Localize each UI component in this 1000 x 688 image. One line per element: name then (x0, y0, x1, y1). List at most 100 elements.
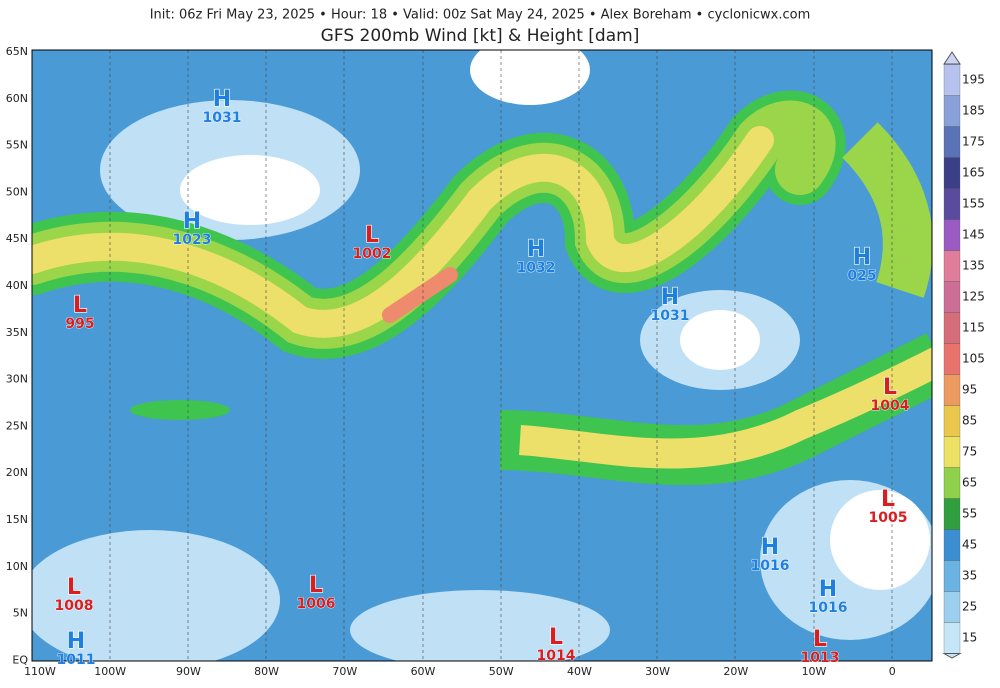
center-value: 1023 (173, 232, 212, 248)
colorbar-label: 95 (962, 383, 977, 397)
lon-label: 0 (889, 665, 896, 678)
header-subtitle: Init: 06z Fri May 23, 2025 • Hour: 18 • … (150, 8, 811, 23)
colorbar-label: 15 (962, 631, 977, 645)
colorbar-cell (943, 157, 961, 189)
center-value: 1032 (517, 260, 556, 276)
lon-label: 40W (567, 665, 592, 678)
lon-label: 110W (24, 665, 56, 678)
colorbar-label: 115 (962, 321, 985, 335)
center-value: 1031 (651, 308, 690, 324)
lat-label: 5N (13, 607, 28, 620)
colorbar-label: 105 (962, 352, 985, 366)
colorbar-cell (943, 219, 961, 251)
lat-label: 10N (6, 560, 28, 573)
center-value: 1014 (537, 648, 576, 664)
map-frame (31, 49, 933, 662)
center-letter: H (213, 87, 231, 112)
colorbar-cap (942, 653, 962, 659)
lat-label: 40N (6, 279, 28, 292)
lon-label: 30W (645, 665, 670, 678)
lat-label: 35N (6, 326, 28, 339)
lon-label: 100W (94, 665, 126, 678)
center-value: 1004 (871, 398, 910, 414)
colorbar-cell (943, 498, 961, 530)
colorbar-cell (943, 64, 961, 96)
colorbar-label: 25 (962, 600, 977, 614)
center-letter: L (813, 627, 827, 652)
lat-label: 20N (6, 466, 28, 479)
center-value: 995 (65, 316, 94, 332)
lon-label: 80W (254, 665, 279, 678)
colorbar-label: 165 (962, 166, 985, 180)
center-letter: L (365, 223, 379, 248)
lat-label: 65N (6, 45, 28, 58)
center-letter: H (819, 577, 837, 602)
colorbar-cell (943, 188, 961, 220)
center-value: 1006 (297, 596, 336, 612)
lat-label: 25N (6, 419, 28, 432)
colorbar-label: 135 (962, 259, 985, 273)
center-value: 1002 (353, 246, 392, 262)
center-value: 1013 (801, 650, 840, 666)
lat-label: 15N (6, 513, 28, 526)
colorbar-label: 125 (962, 290, 985, 304)
center-letter: H (761, 535, 779, 560)
colorbar-cell (943, 436, 961, 468)
colorbar-cell (943, 560, 961, 592)
colorbar-cap (943, 51, 961, 65)
colorbar-label: 65 (962, 476, 977, 490)
center-value: 1005 (869, 510, 908, 526)
colorbar-cell (943, 126, 961, 158)
lat-label: 55N (6, 139, 28, 152)
center-value: 1008 (55, 598, 94, 614)
lon-label: 10W (802, 665, 827, 678)
colorbar-cell (943, 405, 961, 437)
colorbar-cell (943, 95, 961, 127)
colorbar-cell (943, 343, 961, 375)
center-letter: L (67, 575, 81, 600)
center-value: 025 (847, 268, 876, 284)
lon-label: 70W (332, 665, 357, 678)
lon-label: 90W (176, 665, 201, 678)
colorbar-label: 45 (962, 538, 977, 552)
map-field (32, 50, 932, 661)
center-value: 1016 (809, 600, 848, 616)
center-letter: L (549, 625, 563, 650)
lat-label: 50N (6, 185, 28, 198)
lon-label: 50W (489, 665, 514, 678)
center-letter: L (883, 375, 897, 400)
center-letter: H (183, 209, 201, 234)
colorbar-label: 195 (962, 73, 985, 87)
center-value: 1016 (751, 558, 790, 574)
colorbar-label: 85 (962, 414, 977, 428)
center-value: 1031 (203, 110, 242, 126)
center-letter: H (661, 285, 679, 310)
colorbar: 15 25 35 45 55 65 75 85 95 105 115 125 135 145 155 165 1… (942, 51, 985, 659)
colorbar-label: 155 (962, 197, 985, 211)
colorbar-label: 175 (962, 135, 985, 149)
colorbar-cell (943, 529, 961, 561)
colorbar-label: 35 (962, 569, 977, 583)
lat-label: 60N (6, 92, 28, 105)
lon-label: 60W (411, 665, 436, 678)
center-letter: H (527, 237, 545, 262)
lat-label: 30N (6, 373, 28, 386)
colorbar-cell (943, 281, 961, 313)
lon-label: 20W (723, 665, 748, 678)
colorbar-cell (943, 312, 961, 344)
colorbar-cell (943, 374, 961, 406)
colorbar-cell (943, 622, 961, 654)
center-letter: H (67, 629, 85, 654)
colorbar-cell (943, 467, 961, 499)
center-letter: L (881, 487, 895, 512)
colorbar-label: 185 (962, 104, 985, 118)
center-value: 1011 (57, 652, 96, 668)
lat-label: EQ (12, 653, 28, 666)
colorbar-cell (943, 250, 961, 282)
colorbar-label: 145 (962, 228, 985, 242)
header-title: GFS 200mb Wind [kt] & Height [dam] (321, 26, 640, 46)
center-letter: H (853, 245, 871, 270)
colorbar-label: 55 (962, 507, 977, 521)
center-letter: L (309, 573, 323, 598)
